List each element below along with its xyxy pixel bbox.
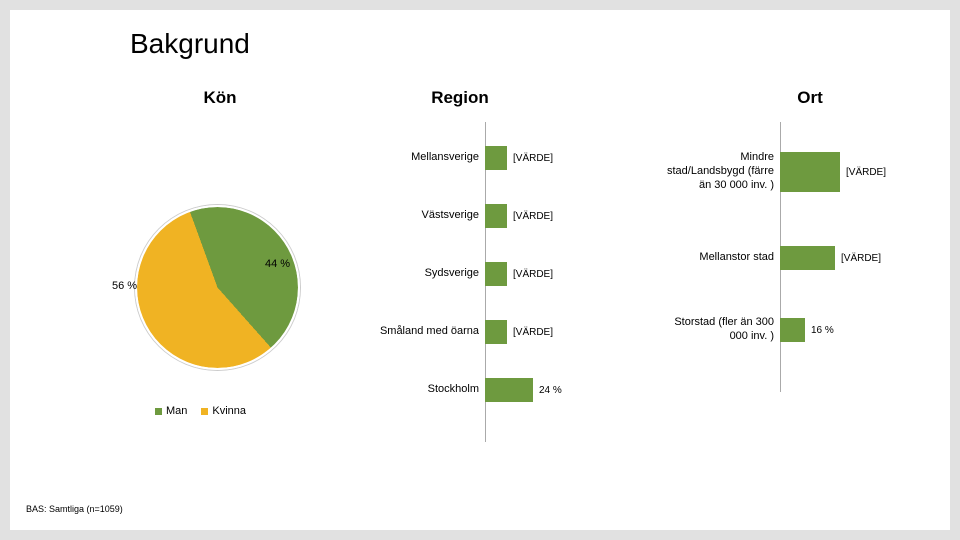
legend-item-kvinna: Kvinna (201, 405, 246, 417)
region-bar-label: Stockholm (350, 383, 485, 397)
section-title-region: Region (390, 88, 530, 108)
region-bar-row: Stockholm 24 % (350, 372, 630, 408)
region-bar (485, 146, 507, 170)
ort-chart: Mindre stad/Landsbygd (färre än 30 000 i… (660, 140, 950, 370)
region-bar (485, 204, 507, 228)
footnote: BAS: Samtliga (n=1059) (26, 504, 123, 514)
section-title-ort: Ort (740, 88, 880, 108)
ort-bar (780, 152, 840, 192)
legend-label-man: Man (166, 405, 187, 417)
region-chart: Mellansverige[VÄRDE]Västsverige[VÄRDE]Sy… (350, 140, 630, 430)
pie-border (135, 205, 300, 370)
ort-bar-track: 16 % (780, 318, 834, 342)
pie-legend: Man Kvinna (155, 405, 246, 417)
ort-bar-track: [VÄRDE] (780, 152, 886, 192)
legend-label-kvinna: Kvinna (212, 405, 246, 417)
page-title: Bakgrund (130, 28, 250, 60)
ort-bar-label: Mindre stad/Landsbygd (färre än 30 000 i… (660, 151, 780, 192)
region-bar-row: Småland med öarna [VÄRDE] (350, 314, 630, 350)
legend-swatch-kvinna (201, 408, 208, 415)
legend-item-man: Man (155, 405, 187, 417)
section-title-kon: Kön (160, 88, 280, 108)
region-bar (485, 262, 507, 286)
pie-label-kvinna: 56 % (112, 280, 152, 292)
region-bar-label: Sydsverige (350, 267, 485, 281)
ort-bar-row: Mindre stad/Landsbygd (färre än 30 000 i… (660, 140, 950, 204)
region-bar (485, 320, 507, 344)
region-bar-label: Västsverige (350, 209, 485, 223)
slide-inner: Bakgrund Kön Region Ort 44 % 56 % Man Kv… (10, 10, 950, 530)
legend-swatch-man (155, 408, 162, 415)
region-bar-row: Mellansverige [VÄRDE] (350, 140, 630, 176)
ort-bar-row: Storstad (fler än 300 000 inv. ) 16 % (660, 312, 950, 348)
ort-bar-value: [VÄRDE] (841, 253, 881, 264)
region-bar-track: [VÄRDE] (485, 262, 553, 286)
region-bar-value: [VÄRDE] (513, 269, 553, 280)
region-bar-track: [VÄRDE] (485, 146, 553, 170)
region-bar-row: Sydsverige [VÄRDE] (350, 256, 630, 292)
ort-bar-track: [VÄRDE] (780, 246, 881, 270)
region-bar-value: [VÄRDE] (513, 153, 553, 164)
region-bar-value: [VÄRDE] (513, 211, 553, 222)
ort-bar-label: Storstad (fler än 300 000 inv. ) (660, 316, 780, 344)
ort-bar (780, 318, 805, 342)
pie-label-man: 44 % (265, 258, 305, 270)
slide: Bakgrund Kön Region Ort 44 % 56 % Man Kv… (0, 0, 960, 540)
region-bar-label: Mellansverige (350, 151, 485, 165)
region-bar-label: Småland med öarna (350, 325, 485, 339)
region-bar-value: 24 % (539, 385, 562, 396)
region-bar-row: Västsverige [VÄRDE] (350, 198, 630, 234)
ort-bar-value: [VÄRDE] (846, 167, 886, 178)
region-bar-track: 24 % (485, 378, 562, 402)
region-bar-track: [VÄRDE] (485, 320, 553, 344)
ort-bar (780, 246, 835, 270)
ort-bar-label: Mellanstor stad (660, 251, 780, 265)
ort-bar-value: 16 % (811, 325, 834, 336)
region-bar (485, 378, 533, 402)
region-bar-value: [VÄRDE] (513, 327, 553, 338)
ort-bar-row: Mellanstor stad [VÄRDE] (660, 240, 950, 276)
pie-chart (135, 205, 300, 370)
region-bar-track: [VÄRDE] (485, 204, 553, 228)
